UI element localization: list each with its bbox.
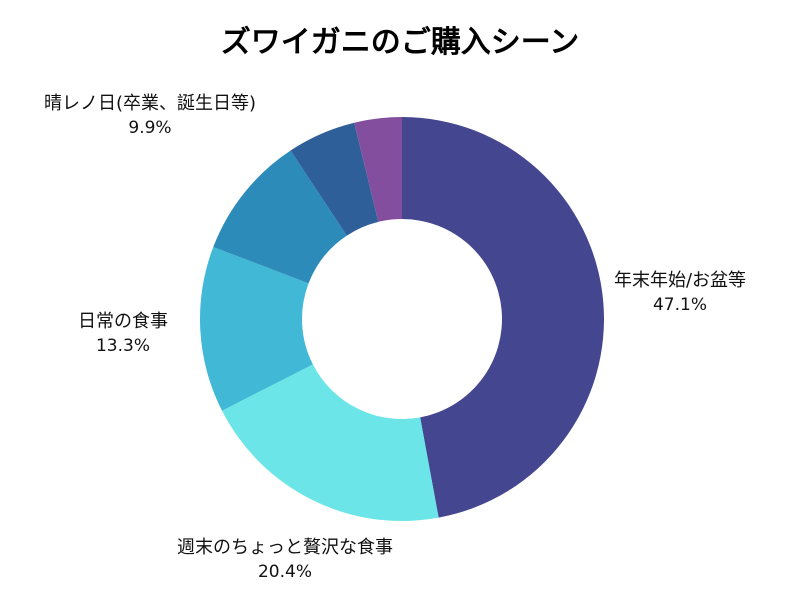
- donut-slices: [200, 117, 604, 521]
- donut-slice-1: [222, 364, 439, 521]
- slice-value-label-2: 13.3%: [96, 336, 150, 356]
- donut-slice-3: [213, 150, 347, 284]
- donut-slice-2: [200, 247, 313, 411]
- slice-label-0: 年末年始/お盆等: [614, 270, 746, 291]
- slice-label-3: 晴レノ日(卒業、誕生日等): [44, 93, 256, 114]
- chart-title: ズワイガニのご購入シーン: [221, 25, 580, 60]
- slice-value-label-1: 20.4%: [258, 562, 312, 582]
- slice-labels: 年末年始/お盆等 47.1% 週末のちょっと贅沢な食事 20.4% 日常の食事 13.3%…: [44, 93, 746, 582]
- slice-label-1: 週末のちょっと贅沢な食事: [177, 537, 393, 558]
- donut-slice-0: [402, 117, 604, 518]
- donut-slice-5: [354, 117, 402, 222]
- slice-label-2: 日常の食事: [78, 311, 168, 332]
- donut-slice-4: [290, 122, 379, 236]
- slice-value-label-3: 9.9%: [128, 118, 171, 138]
- slice-value-label-0: 47.1%: [653, 295, 707, 315]
